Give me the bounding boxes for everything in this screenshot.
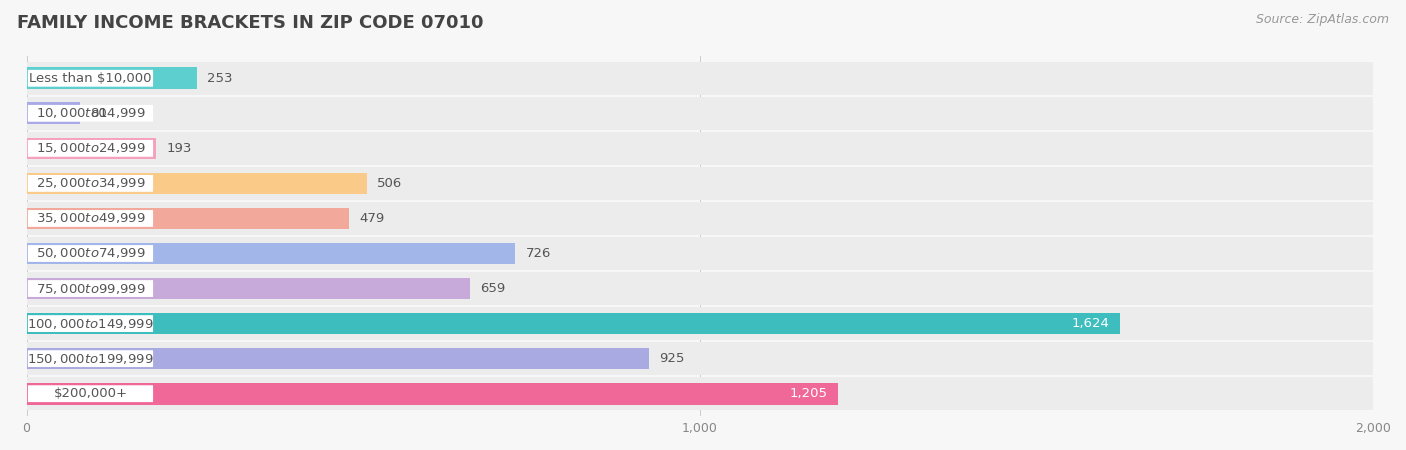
FancyBboxPatch shape bbox=[28, 245, 153, 262]
Bar bbox=[27, 172, 367, 194]
FancyBboxPatch shape bbox=[28, 280, 153, 297]
Text: 1,205: 1,205 bbox=[790, 387, 828, 400]
Text: 659: 659 bbox=[481, 282, 506, 295]
Bar bbox=[27, 237, 1374, 270]
Bar bbox=[27, 68, 197, 89]
FancyBboxPatch shape bbox=[28, 70, 153, 87]
Text: Source: ZipAtlas.com: Source: ZipAtlas.com bbox=[1256, 14, 1389, 27]
Text: $50,000 to $74,999: $50,000 to $74,999 bbox=[35, 247, 145, 261]
Bar bbox=[27, 103, 80, 124]
Text: 253: 253 bbox=[207, 72, 232, 85]
Bar bbox=[27, 202, 1374, 235]
Bar bbox=[27, 132, 1374, 165]
Text: $150,000 to $199,999: $150,000 to $199,999 bbox=[27, 351, 153, 365]
Bar bbox=[27, 313, 1121, 334]
FancyBboxPatch shape bbox=[28, 315, 153, 332]
Text: $15,000 to $24,999: $15,000 to $24,999 bbox=[35, 141, 145, 155]
Bar bbox=[27, 348, 650, 369]
Bar bbox=[27, 383, 838, 405]
Text: 1,624: 1,624 bbox=[1071, 317, 1109, 330]
Text: Less than $10,000: Less than $10,000 bbox=[30, 72, 152, 85]
Text: $100,000 to $149,999: $100,000 to $149,999 bbox=[27, 317, 153, 331]
FancyBboxPatch shape bbox=[28, 105, 153, 122]
Text: 193: 193 bbox=[166, 142, 193, 155]
Text: $10,000 to $14,999: $10,000 to $14,999 bbox=[35, 106, 145, 120]
Bar bbox=[27, 243, 516, 264]
Bar bbox=[27, 377, 1374, 410]
FancyBboxPatch shape bbox=[28, 140, 153, 157]
Bar bbox=[27, 167, 1374, 200]
Text: 80: 80 bbox=[90, 107, 107, 120]
FancyBboxPatch shape bbox=[28, 350, 153, 367]
Text: 479: 479 bbox=[359, 212, 384, 225]
Text: $200,000+: $200,000+ bbox=[53, 387, 128, 400]
Bar bbox=[27, 342, 1374, 375]
Text: $35,000 to $49,999: $35,000 to $49,999 bbox=[35, 212, 145, 225]
FancyBboxPatch shape bbox=[28, 175, 153, 192]
Bar bbox=[27, 97, 1374, 130]
Bar bbox=[27, 307, 1374, 340]
Bar bbox=[27, 207, 349, 230]
Bar bbox=[27, 272, 1374, 305]
Text: FAMILY INCOME BRACKETS IN ZIP CODE 07010: FAMILY INCOME BRACKETS IN ZIP CODE 07010 bbox=[17, 14, 484, 32]
Bar bbox=[27, 62, 1374, 95]
Bar bbox=[27, 138, 156, 159]
Text: 726: 726 bbox=[526, 247, 551, 260]
Bar bbox=[27, 278, 470, 299]
Text: 506: 506 bbox=[377, 177, 402, 190]
Text: $25,000 to $34,999: $25,000 to $34,999 bbox=[35, 176, 145, 190]
Text: $75,000 to $99,999: $75,000 to $99,999 bbox=[35, 282, 145, 296]
FancyBboxPatch shape bbox=[28, 210, 153, 227]
FancyBboxPatch shape bbox=[28, 385, 153, 402]
Text: 925: 925 bbox=[659, 352, 685, 365]
